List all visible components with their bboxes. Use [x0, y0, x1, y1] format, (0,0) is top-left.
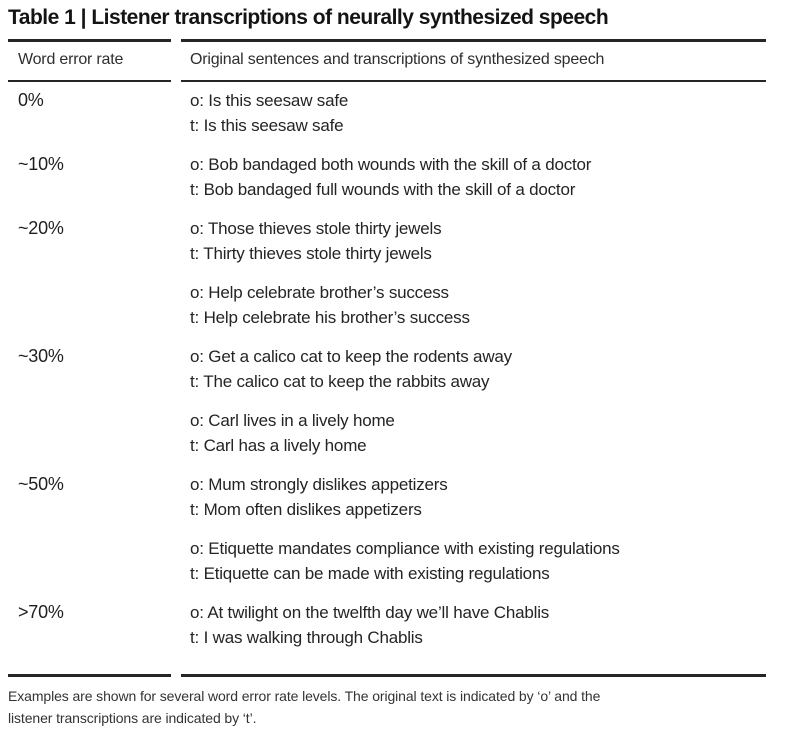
sentence-pair: o: At twilight on the twelfth day we’ll …	[190, 600, 766, 650]
sentences-cell: o: Is this seesaw safe t: Is this seesaw…	[190, 88, 766, 152]
rule-bottom-segment-right	[181, 674, 766, 677]
sentence-pair: o: Mum strongly dislikes appetizers t: M…	[190, 472, 766, 522]
sentences-cell: o: At twilight on the twelfth day we’ll …	[190, 600, 766, 664]
rule-bottom	[8, 674, 766, 677]
sentences-cell: o: Those thieves stole thirty jewels t: …	[190, 216, 766, 344]
table-figure: Table 1 | Listener transcriptions of neu…	[8, 6, 766, 729]
rule-bottom-segment-left	[8, 674, 171, 677]
rule-bottom-gap	[171, 674, 181, 677]
transcription-sentence: t: Thirty thieves stole thirty jewels	[190, 244, 432, 263]
sentence-pair: o: Those thieves stole thirty jewels t: …	[190, 216, 766, 266]
wer-cell: ~10%	[18, 154, 64, 174]
rule-header-segment-left	[8, 80, 171, 82]
sentence-pair: o: Bob bandaged both wounds with the ski…	[190, 152, 766, 202]
rule-top	[8, 39, 766, 42]
wer-cell: 0%	[18, 90, 44, 110]
rule-top-segment-right	[181, 39, 766, 42]
original-sentence: o: At twilight on the twelfth day we’ll …	[190, 603, 550, 622]
original-sentence: o: Bob bandaged both wounds with the ski…	[190, 155, 592, 174]
transcription-sentence: t: The calico cat to keep the rabbits aw…	[190, 372, 490, 391]
column-header-sentences: Original sentences and transcriptions of…	[190, 51, 605, 68]
rule-header	[8, 80, 766, 82]
wer-cell: >70%	[18, 602, 64, 622]
transcription-sentence: t: Mom often dislikes appetizers	[190, 500, 422, 519]
original-sentence: o: Get a calico cat to keep the rodents …	[190, 347, 512, 366]
rule-header-gap	[171, 80, 181, 82]
original-sentence: o: Is this seesaw safe	[190, 91, 349, 110]
sentence-pair: o: Get a calico cat to keep the rodents …	[190, 344, 766, 394]
wer-cell: ~50%	[18, 474, 64, 494]
table-body: 0% o: Is this seesaw safe t: Is this see…	[8, 82, 766, 664]
transcription-sentence: t: Bob bandaged full wounds with the ski…	[190, 180, 576, 199]
wer-cell: ~20%	[18, 218, 64, 238]
transcription-sentence: t: Carl has a lively home	[190, 436, 367, 455]
table-row-70pct: >70% o: At twilight on the twelfth day w…	[8, 600, 766, 664]
footnote-line-1: Examples are shown for several word erro…	[8, 688, 601, 704]
original-sentence: o: Carl lives in a lively home	[190, 411, 395, 430]
rule-top-segment-left	[8, 39, 171, 42]
rule-header-segment-right	[181, 80, 766, 82]
sentences-cell: o: Mum strongly dislikes appetizers t: M…	[190, 472, 766, 600]
transcription-sentence: t: Etiquette can be made with existing r…	[190, 564, 550, 583]
table-footnote: Examples are shown for several word erro…	[8, 677, 766, 729]
original-sentence: o: Etiquette mandates compliance with ex…	[190, 539, 620, 558]
column-header-wer: Word error rate	[18, 51, 124, 68]
footnote-line-2: listener transcriptions are indicated by…	[8, 710, 257, 726]
table-row-30pct: ~30% o: Get a calico cat to keep the rod…	[8, 344, 766, 472]
sentence-pair: o: Help celebrate brother’s success t: H…	[190, 280, 766, 330]
table-title: Table 1 | Listener transcriptions of neu…	[8, 6, 609, 29]
sentences-cell: o: Get a calico cat to keep the rodents …	[190, 344, 766, 472]
original-sentence: o: Mum strongly dislikes appetizers	[190, 475, 448, 494]
transcription-sentence: t: Is this seesaw safe	[190, 116, 344, 135]
original-sentence: o: Help celebrate brother’s success	[190, 283, 449, 302]
table-row-20pct: ~20% o: Those thieves stole thirty jewel…	[8, 216, 766, 344]
wer-cell: ~30%	[18, 346, 64, 366]
table-row-0pct: 0% o: Is this seesaw safe t: Is this see…	[8, 88, 766, 152]
transcription-sentence: t: I was walking through Chablis	[190, 628, 423, 647]
transcription-sentence: t: Help celebrate his brother’s success	[190, 308, 470, 327]
rule-top-gap	[171, 39, 181, 42]
table-row-50pct: ~50% o: Mum strongly dislikes appetizers…	[8, 472, 766, 600]
sentence-pair: o: Carl lives in a lively home t: Carl h…	[190, 408, 766, 458]
sentence-pair: o: Is this seesaw safe t: Is this seesaw…	[190, 88, 766, 138]
sentences-cell: o: Bob bandaged both wounds with the ski…	[190, 152, 766, 216]
sentence-pair: o: Etiquette mandates compliance with ex…	[190, 536, 766, 586]
original-sentence: o: Those thieves stole thirty jewels	[190, 219, 442, 238]
column-header-row: Word error rate Original sentences and t…	[8, 42, 766, 80]
table-row-10pct: ~10% o: Bob bandaged both wounds with th…	[8, 152, 766, 216]
